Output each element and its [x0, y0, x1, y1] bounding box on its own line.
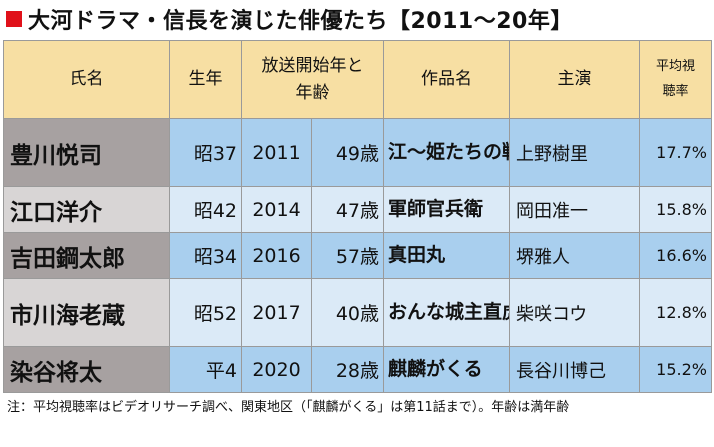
broadcast-year: 2020 — [241, 346, 312, 393]
work-title: 軍師官兵衛 — [383, 186, 510, 233]
table-header-row: 氏名 生年 放送開始年と 年齢 作品名 主演 平均視 聴率 — [3, 40, 712, 119]
header-broadcast-line2: 年齢 — [295, 82, 330, 103]
header-broadcast-line1: 放送開始年と — [261, 56, 364, 77]
broadcast-year: 2017 — [241, 278, 312, 347]
page-title: 大河ドラマ・信長を演じた俳優たち【2011～20年】 — [28, 9, 573, 34]
table-row: 吉田鋼太郎 昭34 2016 57歳 真田丸 堺雅人 16.6% — [3, 232, 712, 279]
birth-era: 昭34 — [169, 232, 242, 279]
work-title: 真田丸 — [383, 232, 510, 279]
lead-actor: 柴咲コウ — [509, 278, 640, 347]
table-row: 豊川悦司 昭37 2011 49歳 江～姫たちの戦国～ 上野樹里 17.7% — [3, 118, 712, 187]
work-title: 江～姫たちの戦国～ — [383, 118, 510, 187]
red-square-icon — [6, 11, 22, 27]
actor-name: 江口洋介 — [3, 186, 170, 233]
header-work: 作品名 — [383, 40, 510, 119]
lead-actor: 長谷川博己 — [509, 346, 640, 393]
footnote: 注：平均視聴率はビデオリサーチ調べ、関東地区（「麒麟がくる」は第11話まで）。年… — [7, 400, 570, 415]
header-lead: 主演 — [509, 40, 640, 119]
header-rating: 平均視 聴率 — [639, 40, 712, 119]
birth-era: 平4 — [169, 346, 242, 393]
table-row: 染谷将太 平4 2020 28歳 麒麟がくる 長谷川博己 15.2% — [3, 346, 712, 393]
birth-era: 昭52 — [169, 278, 242, 347]
actor-name: 吉田鋼太郎 — [3, 232, 170, 279]
birth-era: 昭37 — [169, 118, 242, 187]
table-row: 江口洋介 昭42 2014 47歳 軍師官兵衛 岡田准一 15.8% — [3, 186, 712, 233]
actor-age: 40歳 — [311, 278, 384, 347]
broadcast-year: 2014 — [241, 186, 312, 233]
table-row: 市川海老蔵 昭52 2017 40歳 おんな城主直虎 柴咲コウ 12.8% — [3, 278, 712, 347]
avg-rating: 16.6% — [639, 232, 712, 279]
lead-actor: 堺雅人 — [509, 232, 640, 279]
lead-actor: 岡田准一 — [509, 186, 640, 233]
avg-rating: 15.8% — [639, 186, 712, 233]
header-rating-line1: 平均視 — [655, 58, 695, 74]
actor-name: 染谷将太 — [3, 346, 170, 393]
title-bar: 大河ドラマ・信長を演じた俳優たち【2011～20年】 — [0, 0, 714, 38]
avg-rating: 17.7% — [639, 118, 712, 187]
avg-rating: 12.8% — [639, 278, 712, 347]
header-name: 氏名 — [3, 40, 170, 119]
actor-age: 47歳 — [311, 186, 384, 233]
broadcast-year: 2011 — [241, 118, 312, 187]
actors-table: 氏名 生年 放送開始年と 年齢 作品名 主演 平均視 聴率 豊川悦司 昭37 2… — [3, 40, 712, 393]
work-title: おんな城主直虎 — [383, 278, 510, 347]
broadcast-year: 2016 — [241, 232, 312, 279]
avg-rating: 15.2% — [639, 346, 712, 393]
birth-era: 昭42 — [169, 186, 242, 233]
actor-name: 豊川悦司 — [3, 118, 170, 187]
work-title: 麒麟がくる — [383, 346, 510, 393]
header-broadcast: 放送開始年と 年齢 — [241, 40, 384, 119]
header-birth: 生年 — [169, 40, 242, 119]
lead-actor: 上野樹里 — [509, 118, 640, 187]
actor-age: 28歳 — [311, 346, 384, 393]
actor-age: 57歳 — [311, 232, 384, 279]
header-rating-line2: 聴率 — [662, 83, 689, 99]
actor-age: 49歳 — [311, 118, 384, 187]
actor-name: 市川海老蔵 — [3, 278, 170, 347]
